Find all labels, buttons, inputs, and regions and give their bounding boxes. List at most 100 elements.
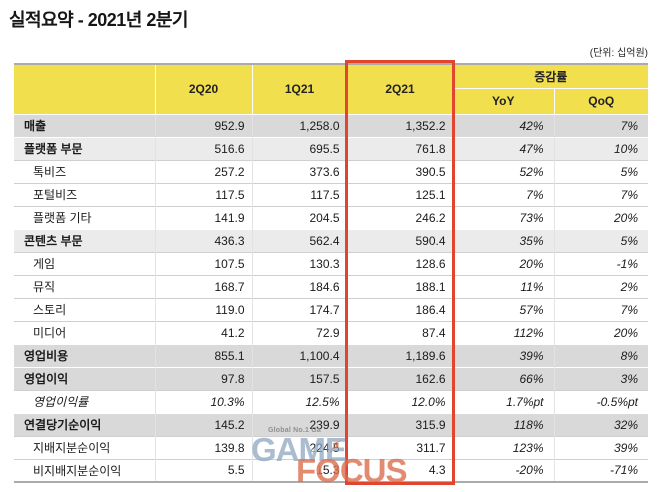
performance-summary-table: 2Q20 1Q21 2Q21 증감률 YoY QoQ 매출 952.9 1,258.… xyxy=(14,63,648,483)
value-cell: 117.5 xyxy=(154,182,252,206)
row-label: 포털비즈 xyxy=(14,182,155,206)
table-row: 미디어 41.2 72.9 87.4 112% 20% xyxy=(14,320,648,344)
value-cell: 117.5 xyxy=(251,182,347,206)
header-change-group: 증감률 xyxy=(452,64,648,88)
header-yoy: YoY xyxy=(453,87,554,114)
header-1q21: 1Q21 xyxy=(251,64,347,114)
change-value-cell: 7% xyxy=(553,297,648,321)
value-cell: 239.9 xyxy=(251,412,347,436)
table-row: 연결당기순이익 145.2 239.9 315.9 118% 32% xyxy=(14,412,648,436)
change-value-cell: 3% xyxy=(553,366,648,390)
table-row: 영업이익률 10.3% 12.5% 12.0% 1.7%pt -0.5%pt xyxy=(14,389,648,413)
value-cell: 315.9 xyxy=(346,412,453,436)
value-cell: 162.6 xyxy=(346,366,453,390)
row-label: 플랫폼 기타 xyxy=(14,205,155,229)
value-cell: 224.5 xyxy=(251,435,347,459)
change-value-cell: 20% xyxy=(553,320,648,344)
value-cell: 1,189.6 xyxy=(346,343,453,367)
change-value-cell: 47% xyxy=(452,136,554,160)
change-value-cell: 42% xyxy=(452,113,554,137)
change-value-cell: -71% xyxy=(553,458,648,482)
change-value-cell: 57% xyxy=(452,297,554,321)
value-cell: 1,258.0 xyxy=(251,113,347,137)
header-qoq: QoQ xyxy=(553,87,648,114)
value-cell: 4.3 xyxy=(346,458,453,482)
change-value-cell: 5% xyxy=(553,159,648,183)
change-value-cell: 7% xyxy=(452,182,554,206)
value-cell: 97.8 xyxy=(154,366,252,390)
table-row: 지배지분순이익 139.8 224.5 311.7 123% 39% xyxy=(14,435,648,459)
table-row: 플랫폼 기타 141.9 204.5 246.2 73% 20% xyxy=(14,205,648,229)
value-cell: 119.0 xyxy=(154,297,252,321)
value-cell: 390.5 xyxy=(346,159,453,183)
table-row: 영업비용 855.1 1,100.4 1,189.6 39% 8% xyxy=(14,343,648,367)
value-cell: 1,100.4 xyxy=(251,343,347,367)
change-value-cell: 39% xyxy=(553,435,648,459)
value-cell: 311.7 xyxy=(346,435,453,459)
value-cell: 145.2 xyxy=(154,412,252,436)
row-label: 영업이익률 xyxy=(14,389,155,413)
change-value-cell: 20% xyxy=(553,205,648,229)
header-blank-cell xyxy=(14,64,155,114)
value-cell: 10.3% xyxy=(154,389,252,413)
table-row: 비지배지분순이익 5.5 15.3 4.3 -20% -71% xyxy=(14,458,648,482)
value-cell: 246.2 xyxy=(346,205,453,229)
value-cell: 87.4 xyxy=(346,320,453,344)
value-cell: 15.3 xyxy=(251,458,347,482)
change-value-cell: 32% xyxy=(553,412,648,436)
change-value-cell: 118% xyxy=(452,412,554,436)
table-row: 포털비즈 117.5 117.5 125.1 7% 7% xyxy=(14,182,648,206)
value-cell: 139.8 xyxy=(154,435,252,459)
change-value-cell: 10% xyxy=(553,136,648,160)
value-cell: 761.8 xyxy=(346,136,453,160)
value-cell: 184.6 xyxy=(251,274,347,298)
row-label: 매출 xyxy=(14,113,155,137)
value-cell: 516.6 xyxy=(154,136,252,160)
value-cell: 72.9 xyxy=(251,320,347,344)
table-row: 플랫폼 부문 516.6 695.5 761.8 47% 10% xyxy=(14,136,648,160)
change-value-cell: 8% xyxy=(553,343,648,367)
value-cell: 855.1 xyxy=(154,343,252,367)
row-label: 플랫폼 부문 xyxy=(14,136,155,160)
change-value-cell: 11% xyxy=(452,274,554,298)
value-cell: 141.9 xyxy=(154,205,252,229)
row-label: 뮤직 xyxy=(14,274,155,298)
header-2q20: 2Q20 xyxy=(154,64,252,114)
change-value-cell: 39% xyxy=(452,343,554,367)
change-value-cell: 35% xyxy=(452,228,554,252)
unit-note: (단위: 십억원) xyxy=(589,48,648,59)
change-value-cell: -0.5%pt xyxy=(553,389,648,413)
table-header: 2Q20 1Q21 2Q21 증감률 YoY QoQ xyxy=(14,64,648,114)
change-value-cell: 73% xyxy=(452,205,554,229)
row-label: 지배지분순이익 xyxy=(14,435,155,459)
value-cell: 186.4 xyxy=(346,297,453,321)
value-cell: 1,352.2 xyxy=(346,113,453,137)
change-value-cell: 2% xyxy=(553,274,648,298)
change-value-cell: 7% xyxy=(553,182,648,206)
value-cell: 174.7 xyxy=(251,297,347,321)
value-cell: 168.7 xyxy=(154,274,252,298)
value-cell: 107.5 xyxy=(154,251,252,275)
value-cell: 373.6 xyxy=(251,159,347,183)
value-cell: 695.5 xyxy=(251,136,347,160)
value-cell: 41.2 xyxy=(154,320,252,344)
value-cell: 128.6 xyxy=(346,251,453,275)
change-value-cell: 66% xyxy=(452,366,554,390)
change-value-cell: 52% xyxy=(452,159,554,183)
row-label: 톡비즈 xyxy=(14,159,155,183)
row-label: 게임 xyxy=(14,251,155,275)
value-cell: 157.5 xyxy=(251,366,347,390)
value-cell: 130.3 xyxy=(251,251,347,275)
table-row: 스토리 119.0 174.7 186.4 57% 7% xyxy=(14,297,648,321)
row-label: 콘텐츠 부문 xyxy=(14,228,155,252)
row-label: 연결당기순이익 xyxy=(14,412,155,436)
value-cell: 436.3 xyxy=(154,228,252,252)
value-cell: 12.5% xyxy=(251,389,347,413)
value-cell: 204.5 xyxy=(251,205,347,229)
table-row: 톡비즈 257.2 373.6 390.5 52% 5% xyxy=(14,159,648,183)
row-label: 영업비용 xyxy=(14,343,155,367)
value-cell: 125.1 xyxy=(346,182,453,206)
change-value-cell: 123% xyxy=(452,435,554,459)
change-value-cell: 5% xyxy=(553,228,648,252)
page-title: 실적요약 - 2021년 2분기 xyxy=(9,10,188,30)
